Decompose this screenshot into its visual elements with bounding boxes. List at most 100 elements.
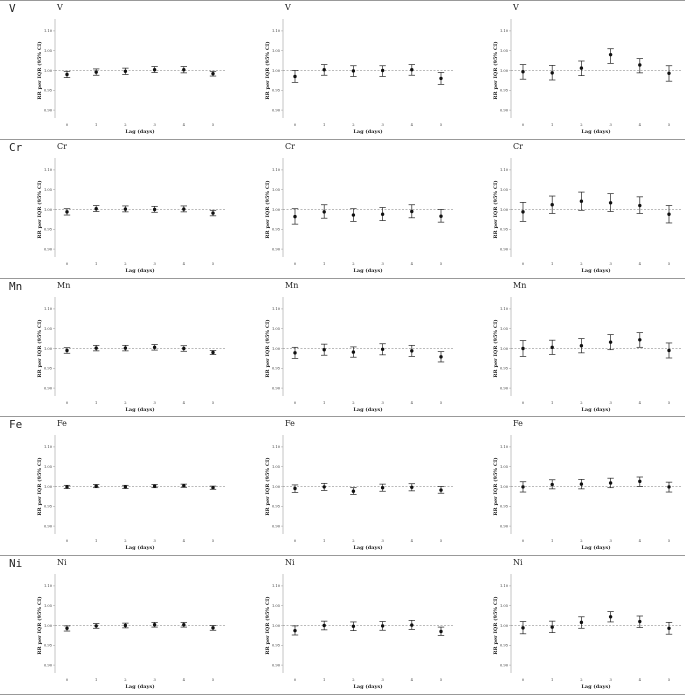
data-point [211, 626, 215, 630]
x-tick-label: 3 [153, 678, 156, 682]
x-axis-label: Lag (days) [125, 544, 154, 551]
panel-title: Mn [285, 281, 298, 290]
x-tick-label: 1 [95, 123, 97, 127]
data-point [182, 484, 186, 488]
panel-2-0: Mn 0.90 0.95 1.00 1.05 1.10 RR per IQR (95% CI… [36, 281, 225, 413]
data-point [152, 68, 157, 72]
x-axis-label: Lag (days) [353, 267, 382, 274]
y-tick-label: 0.95 [44, 89, 53, 93]
row-label-0: V [9, 2, 16, 15]
x-tick-label: 5 [212, 678, 215, 682]
x-tick-label: 1 [551, 539, 553, 543]
x-tick-label: 3 [153, 401, 156, 405]
y-tick-label: 1.10 [272, 168, 281, 172]
x-tick-label: 3 [609, 539, 612, 543]
data-point [65, 348, 69, 353]
data-point [550, 482, 554, 487]
x-tick-label: 5 [440, 678, 443, 682]
data-point [211, 350, 215, 355]
x-tick-label: 2 [352, 678, 354, 682]
x-tick-label: 4 [639, 262, 642, 266]
data-point [410, 68, 414, 72]
y-tick-label: 1.10 [272, 584, 281, 588]
y-tick-label: 0.90 [500, 108, 509, 112]
x-axis-label: Lag (days) [353, 128, 382, 135]
x-tick-label: 3 [381, 539, 384, 543]
y-tick-label: 1.05 [500, 49, 509, 53]
data-point [211, 485, 215, 490]
data-point [439, 629, 443, 634]
data-point [579, 66, 584, 70]
data-point [667, 212, 671, 216]
data-point [123, 346, 128, 350]
y-tick-label: 0.95 [44, 367, 53, 371]
y-tick-label: 1.00 [44, 208, 53, 212]
x-tick-label: 0 [522, 401, 525, 405]
x-axis-label: Lag (days) [581, 267, 610, 274]
data-point [65, 626, 69, 630]
data-point [608, 340, 613, 344]
y-axis-label: RR per IQR (95% CI) [36, 319, 43, 377]
y-tick-label: 1.00 [272, 485, 281, 489]
row-label-2: Mn [9, 280, 22, 293]
y-axis-label: RR per IQR (95% CI) [492, 596, 499, 654]
x-tick-label: 4 [411, 123, 414, 127]
data-point [351, 624, 356, 628]
x-tick-label: 2 [580, 401, 582, 405]
data-point [322, 68, 326, 72]
data-point [322, 485, 326, 489]
y-tick-label: 1.05 [500, 604, 509, 608]
data-point [667, 71, 671, 75]
y-tick-label: 0.95 [500, 228, 509, 232]
y-tick-label: 0.95 [272, 228, 281, 232]
data-point [667, 348, 671, 353]
data-point [94, 624, 98, 628]
y-tick-label: 1.05 [500, 465, 509, 469]
y-tick-label: 0.90 [44, 108, 53, 112]
x-tick-label: 4 [411, 401, 414, 405]
panel-title: Fe [513, 419, 523, 428]
data-point [351, 350, 356, 354]
x-axis-label: Lag (days) [125, 406, 154, 413]
x-tick-label: 5 [212, 401, 215, 405]
panel-1-2: Cr 0.90 0.95 1.00 1.05 1.10 RR per IQR (95% CI… [492, 142, 681, 274]
y-tick-label: 1.05 [44, 604, 53, 608]
x-tick-label: 2 [124, 401, 126, 405]
y-tick-label: 1.05 [44, 49, 53, 53]
data-point [351, 489, 356, 493]
y-tick-label: 0.90 [272, 247, 281, 251]
x-tick-label: 1 [323, 123, 325, 127]
x-tick-label: 1 [95, 401, 97, 405]
y-tick-label: 0.95 [272, 505, 281, 509]
x-tick-label: 1 [323, 262, 325, 266]
row-label-1: Cr [9, 141, 23, 154]
data-point [638, 479, 642, 484]
y-tick-label: 1.05 [272, 188, 281, 192]
data-point [521, 210, 525, 214]
y-tick-label: 0.90 [500, 524, 509, 528]
x-tick-label: 4 [411, 678, 414, 682]
data-point [152, 345, 157, 350]
y-axis-label: RR per IQR (95% CI) [264, 41, 271, 99]
x-tick-label: 4 [639, 678, 642, 682]
y-tick-label: 1.00 [272, 208, 281, 212]
y-tick-label: 1.10 [44, 584, 53, 588]
y-tick-label: 1.05 [272, 604, 281, 608]
x-tick-label: 2 [580, 539, 582, 543]
x-tick-label: 0 [522, 678, 525, 682]
x-tick-label: 0 [66, 539, 69, 543]
row-label-4: Ni [9, 557, 22, 570]
y-tick-label: 0.90 [44, 663, 53, 667]
data-point [439, 76, 443, 81]
y-tick-label: 0.90 [44, 524, 53, 528]
x-tick-label: 1 [323, 539, 325, 543]
panel-title: Mn [57, 281, 70, 290]
data-point [322, 623, 326, 628]
x-tick-label: 2 [352, 539, 354, 543]
data-point [322, 210, 326, 214]
y-tick-label: 1.00 [500, 624, 509, 628]
panel-title: V [284, 3, 291, 12]
x-tick-label: 0 [522, 123, 525, 127]
x-axis-label: Lag (days) [353, 683, 382, 690]
